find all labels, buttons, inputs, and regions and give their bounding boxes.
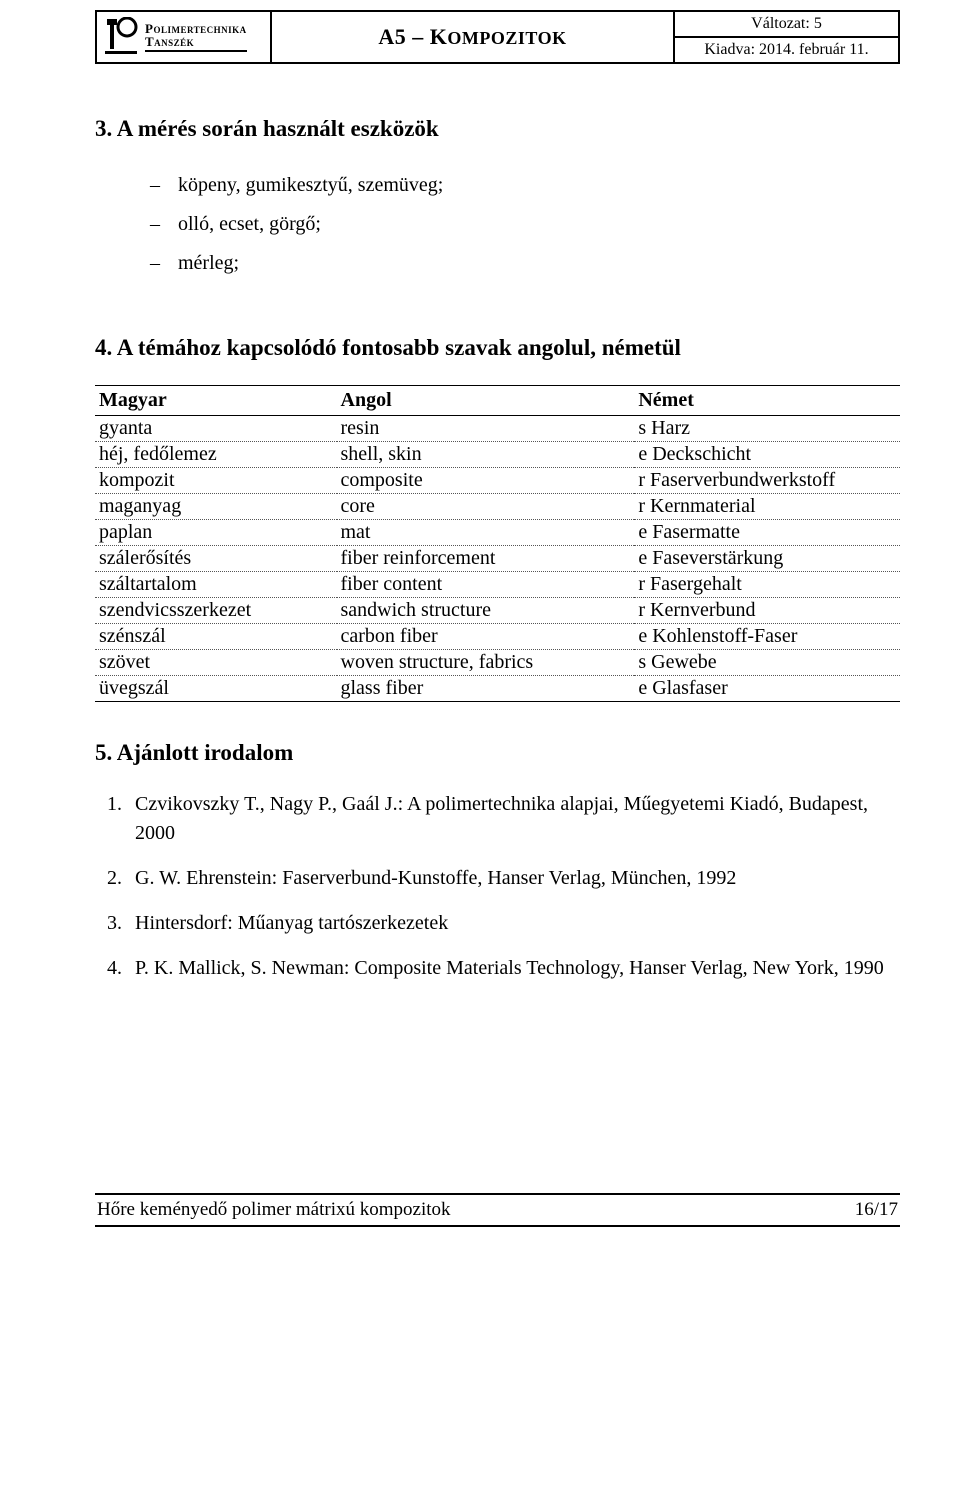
table-row: szendvicsszerkezetsandwich structurer Ke… bbox=[95, 598, 900, 624]
list-item: Hintersdorf: Műanyag tartószerkezetek bbox=[127, 909, 900, 938]
table-header: Angol bbox=[337, 386, 635, 416]
footer-left: Hőre keményedő polimer mátrixú kompozito… bbox=[97, 1199, 451, 1221]
table-row: kompozitcompositer Faserverbundwerkstoff bbox=[95, 468, 900, 494]
page-footer: Hőre keményedő polimer mátrixú kompozito… bbox=[95, 1193, 900, 1227]
header-title: A5 – KOMPOZITOK bbox=[271, 11, 674, 63]
header-logo-cell: Polimertechnika Tanszék bbox=[96, 11, 271, 63]
table-row: üvegszálglass fibere Glasfaser bbox=[95, 676, 900, 702]
list-item: olló, ecset, görgő; bbox=[150, 205, 900, 244]
logo-mark-icon bbox=[103, 17, 139, 57]
list-item: Czvikovszky T., Nagy P., Gaál J.: A poli… bbox=[127, 790, 900, 848]
footer-page-number: 16/17 bbox=[855, 1199, 898, 1221]
list-item: köpeny, gumikesztyű, szemüveg; bbox=[150, 166, 900, 205]
vocab-table: Magyar Angol Német gyantaresins Harz héj… bbox=[95, 385, 900, 702]
logo-text-line2: Tanszék bbox=[145, 35, 247, 48]
header-version: Változat: 5 bbox=[674, 11, 899, 37]
table-row: szövetwoven structure, fabricss Gewebe bbox=[95, 650, 900, 676]
list-item: mérleg; bbox=[150, 244, 900, 283]
table-row: száltartalomfiber contentr Fasergehalt bbox=[95, 572, 900, 598]
references-list: Czvikovszky T., Nagy P., Gaál J.: A poli… bbox=[95, 790, 900, 983]
list-item: G. W. Ehrenstein: Faserverbund-Kunstoffe… bbox=[127, 864, 900, 893]
table-header: Magyar bbox=[95, 386, 337, 416]
table-row: szálerősítésfiber reinforcemente Fasever… bbox=[95, 546, 900, 572]
list-item: P. K. Mallick, S. Newman: Composite Mate… bbox=[127, 954, 900, 983]
section-3-list: köpeny, gumikesztyű, szemüveg; olló, ecs… bbox=[150, 166, 900, 283]
header-issued: Kiadva: 2014. február 11. bbox=[674, 37, 899, 63]
table-row: gyantaresins Harz bbox=[95, 416, 900, 442]
table-row: szénszálcarbon fibere Kohlenstoff-Faser bbox=[95, 624, 900, 650]
table-header: Német bbox=[634, 386, 900, 416]
table-row: maganyagcorer Kernmaterial bbox=[95, 494, 900, 520]
table-row: héj, fedőlemezshell, skine Deckschicht bbox=[95, 442, 900, 468]
section-3-title: 3. A mérés során használt eszközök bbox=[95, 116, 900, 142]
vocab-table-body: gyantaresins Harz héj, fedőlemezshell, s… bbox=[95, 416, 900, 702]
logo: Polimertechnika Tanszék bbox=[103, 17, 264, 57]
table-row: paplanmate Fasermatte bbox=[95, 520, 900, 546]
section-5-title: 5. Ajánlott irodalom bbox=[95, 740, 900, 766]
page-header: Polimertechnika Tanszék A5 – KOMPOZITOK … bbox=[95, 10, 900, 64]
section-4-title: 4. A témához kapcsolódó fontosabb szavak… bbox=[95, 335, 900, 361]
page: Polimertechnika Tanszék A5 – KOMPOZITOK … bbox=[0, 0, 960, 1257]
